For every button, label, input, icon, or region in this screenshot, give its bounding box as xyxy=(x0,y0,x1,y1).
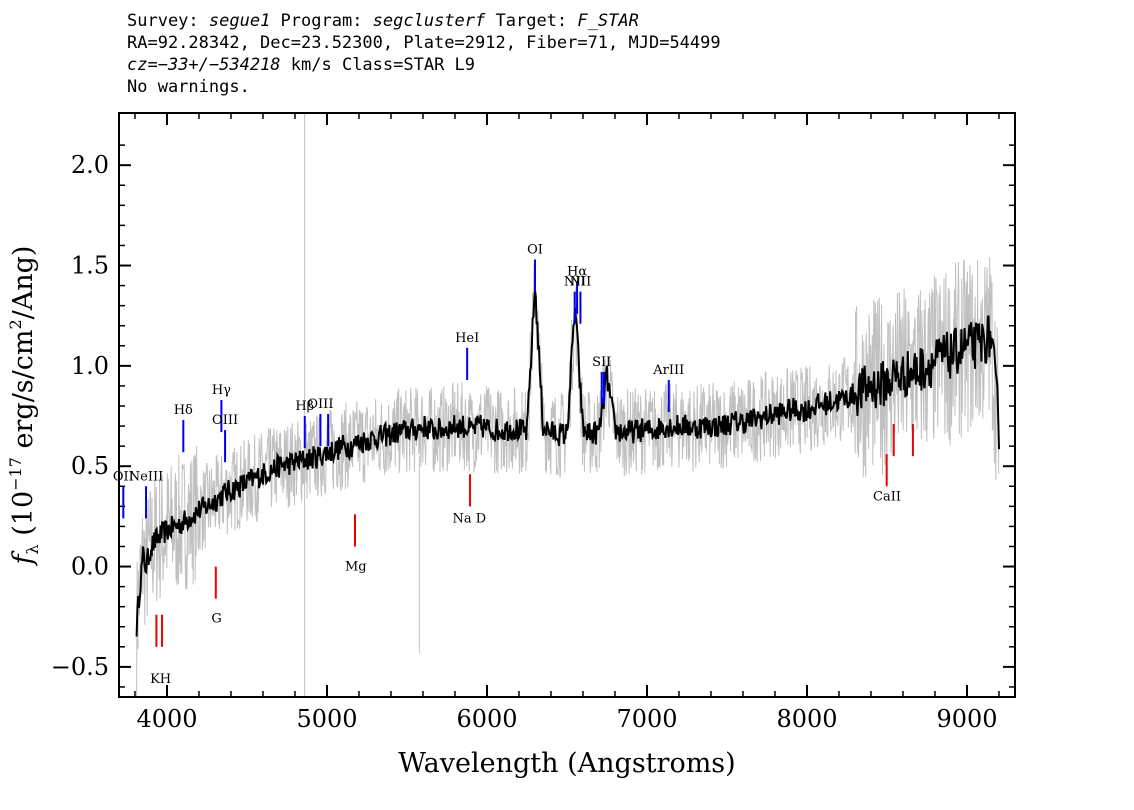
emission-line-label: NII xyxy=(570,275,592,290)
y-axis-unit-a: (10 xyxy=(8,491,39,544)
program-label: Program: xyxy=(270,11,373,31)
emission-line-label: NII xyxy=(564,275,586,290)
absorption-line-label: CaII xyxy=(873,489,901,504)
emission-line-label: SII xyxy=(592,355,611,370)
y-tick-label: 1.5 xyxy=(71,252,109,280)
y-axis-unit-c: /Ang) xyxy=(8,246,39,320)
flux-line xyxy=(135,289,1000,637)
x-tick-label: 4000 xyxy=(136,705,197,733)
emission-line-label: OI xyxy=(527,243,543,258)
x-tick-label: 9000 xyxy=(936,705,997,733)
cz-value: −33+/−534218 xyxy=(157,55,281,75)
emission-line-label: Hα xyxy=(567,265,587,280)
absorption-line-label: G xyxy=(211,612,221,627)
spectrum-header: Survey: segue1 Program: segclusterf Targ… xyxy=(127,10,721,98)
cz-prefix: cz= xyxy=(127,55,158,75)
y-axis-symbol: f xyxy=(8,550,39,566)
program-value: segclusterf xyxy=(372,11,486,31)
axis-ticks: 4000 5000 6000 7000 8000 9000 −0.5 0.0 0.5 1.0 1.5… xyxy=(51,113,1015,733)
x-tick-label: 8000 xyxy=(776,705,837,733)
absorption-line-label: Na D xyxy=(453,511,487,526)
y-tick-label: 0.0 xyxy=(71,553,109,581)
emission-line-label: Hγ xyxy=(212,383,231,398)
plot-frame xyxy=(118,112,1016,698)
y-axis-exp-b: 2 xyxy=(6,319,25,329)
x-tick-label: 6000 xyxy=(456,705,517,733)
target-value: F_STAR xyxy=(577,11,639,31)
emission-line-label: OIII xyxy=(307,397,333,412)
emission-line-label: Hβ xyxy=(295,399,314,414)
header-line-1: Survey: segue1 Program: segclusterf Targ… xyxy=(127,10,721,32)
y-tick-label: −0.5 xyxy=(51,653,109,681)
header-line-3: cz=−33+/−534218 km/s Class=STAR L9 xyxy=(127,54,721,76)
header-line-4: No warnings. xyxy=(127,77,250,97)
x-axis-label: Wavelength (Angstroms) xyxy=(398,748,735,779)
noise-trace xyxy=(136,257,1000,698)
survey-label: Survey: xyxy=(127,11,209,31)
target-label: Target: xyxy=(485,11,578,31)
y-axis-exp-a: −17 xyxy=(6,457,25,491)
header-line-2: RA=92.28342, Dec=23.52300, Plate=2912, F… xyxy=(127,33,721,53)
emission-line-label: Hδ xyxy=(174,403,193,418)
absorption-line-label: KH xyxy=(150,672,171,687)
survey-value: segue1 xyxy=(208,11,271,31)
x-tick-label: 7000 xyxy=(616,705,677,733)
y-axis-subscript: λ xyxy=(23,544,42,554)
y-tick-label: 1.0 xyxy=(71,352,109,380)
y-axis-label: fλ (10−17 erg/s/cm2/Ang) xyxy=(6,246,42,567)
y-axis-unit-b: erg/s/cm xyxy=(8,330,39,458)
cz-suffix: km/s Class=STAR L9 xyxy=(280,55,476,75)
emission-line-label: ArIII xyxy=(652,363,684,378)
emission-line-label: HeI xyxy=(455,331,479,346)
y-tick-label: 0.5 xyxy=(71,452,109,480)
emission-line-label: NeIII xyxy=(129,469,163,484)
x-tick-label: 5000 xyxy=(296,705,357,733)
absorption-line-label: Mg xyxy=(345,560,367,575)
emission-line-label: OIII xyxy=(212,413,238,428)
noise-band xyxy=(136,113,1000,698)
y-tick-label: 2.0 xyxy=(71,151,109,179)
flux-series xyxy=(135,289,1000,637)
